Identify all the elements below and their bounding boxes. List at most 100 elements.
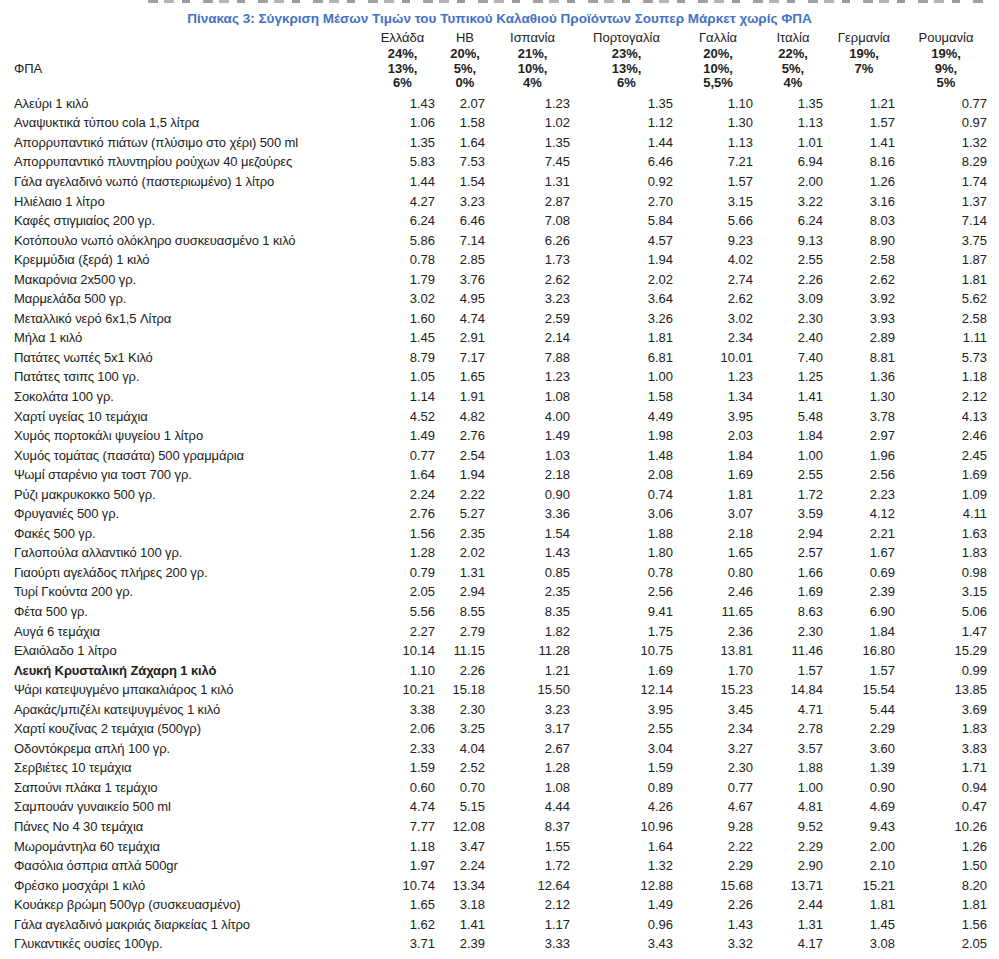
price-value: 5.83 [365, 152, 440, 172]
country-header: Ρουμανία [900, 29, 992, 47]
price-value: 2.26 [440, 661, 490, 681]
price-value: 6.26 [490, 231, 575, 251]
price-value: 1.97 [365, 856, 440, 876]
product-name: Αυγά 6 τεμάχια [14, 622, 365, 642]
price-value: 2.06 [365, 719, 440, 739]
vat-rate-line: 5,5% [678, 76, 758, 91]
price-value: 7.17 [440, 348, 490, 368]
price-value: 16.80 [828, 641, 900, 661]
price-value: 1.67 [828, 543, 900, 563]
price-value: 1.18 [900, 367, 992, 387]
price-value: 15.54 [828, 680, 900, 700]
price-value: 2.87 [490, 192, 575, 212]
product-name: Γάλα αγελαδινό νωπό (παστεριωμένο) 1 λίτ… [14, 172, 365, 192]
price-value: 2.30 [758, 622, 828, 642]
price-value: 1.23 [490, 367, 575, 387]
price-value: 1.65 [365, 895, 440, 915]
price-value: 1.94 [575, 250, 678, 270]
price-value: 1.81 [575, 328, 678, 348]
price-value: 1.71 [900, 758, 992, 778]
price-value: 3.92 [828, 289, 900, 309]
vat-rate-line: 21%, [490, 47, 575, 62]
price-value: 7.08 [490, 211, 575, 231]
price-value: 1.34 [678, 387, 758, 407]
country-header: ΗΒ [440, 29, 490, 47]
price-value: 1.28 [365, 543, 440, 563]
product-name: Λευκή Κρυσταλική Ζάχαρη 1 κιλό [14, 661, 365, 681]
price-value: 4.17 [758, 934, 828, 954]
price-value: 0.77 [900, 94, 992, 114]
price-value: 2.27 [365, 622, 440, 642]
price-value: 8.37 [490, 817, 575, 837]
vat-rate-cell: 19%,7% [828, 47, 900, 91]
price-value: 2.91 [440, 328, 490, 348]
price-value: 2.46 [678, 582, 758, 602]
product-name: Κοτόπουλο νωπό ολόκληρο συσκευασμένο 1 κ… [14, 231, 365, 251]
price-value: 1.81 [900, 895, 992, 915]
price-value: 10.14 [365, 641, 440, 661]
price-value: 1.26 [828, 172, 900, 192]
price-value: 1.57 [828, 661, 900, 681]
price-value: 1.84 [678, 446, 758, 466]
price-value: 1.83 [900, 543, 992, 563]
price-value: 3.43 [575, 934, 678, 954]
price-value: 2.35 [490, 582, 575, 602]
price-value: 0.89 [575, 778, 678, 798]
price-value: 2.30 [678, 758, 758, 778]
country-header: Πορτογαλία [575, 29, 678, 47]
table-row: Οδοντόκρεμα απλή 100 γρ.2.334.042.673.04… [14, 739, 992, 759]
price-value: 3.06 [575, 504, 678, 524]
price-value: 1.11 [900, 328, 992, 348]
price-value: 3.23 [490, 700, 575, 720]
price-value: 0.80 [678, 563, 758, 583]
price-value: 2.78 [758, 719, 828, 739]
price-value: 1.69 [678, 465, 758, 485]
price-value: 2.56 [828, 465, 900, 485]
price-value: 1.88 [758, 758, 828, 778]
price-value: 1.79 [365, 270, 440, 290]
price-value: 2.18 [490, 465, 575, 485]
price-value: 0.98 [900, 563, 992, 583]
price-value: 3.09 [758, 289, 828, 309]
price-value: 2.30 [440, 700, 490, 720]
price-value: 3.57 [758, 739, 828, 759]
price-value: 0.79 [365, 563, 440, 583]
product-name: Χυμός πορτοκάλι ψυγείου 1 λίτρο [14, 426, 365, 446]
price-value: 0.99 [900, 661, 992, 681]
product-name: Χυμός τομάτας (πασάτα) 500 γραμμάρια [14, 446, 365, 466]
price-value: 2.35 [440, 524, 490, 544]
price-value: 4.02 [678, 250, 758, 270]
price-value: 1.36 [828, 367, 900, 387]
price-value: 2.26 [678, 895, 758, 915]
price-value: 2.24 [365, 485, 440, 505]
price-value: 1.63 [900, 524, 992, 544]
price-value: 1.44 [365, 172, 440, 192]
price-value: 2.05 [900, 934, 992, 954]
table-row: Γαλοπούλα αλλαντικό 100 γρ.1.282.021.431… [14, 543, 992, 563]
price-value: 1.13 [758, 113, 828, 133]
price-value: 6.94 [758, 152, 828, 172]
price-value: 5.27 [440, 504, 490, 524]
price-value: 3.17 [490, 719, 575, 739]
price-value: 2.39 [828, 582, 900, 602]
product-name: Σοκολάτα 100 γρ. [14, 387, 365, 407]
price-value: 10.21 [365, 680, 440, 700]
vat-rate-line: 13%, [365, 62, 440, 77]
price-value: 2.94 [440, 582, 490, 602]
price-value: 2.58 [900, 309, 992, 329]
table-row: Κουάκερ βρώμη 500γρ (συσκευασμένο)1.653.… [14, 895, 992, 915]
price-value: 1.59 [365, 758, 440, 778]
price-value: 3.76 [440, 270, 490, 290]
price-value: 3.23 [490, 289, 575, 309]
price-value: 2.22 [440, 485, 490, 505]
price-value: 0.94 [900, 778, 992, 798]
price-value: 1.05 [365, 367, 440, 387]
price-value: 1.06 [365, 113, 440, 133]
price-value: 7.40 [758, 348, 828, 368]
price-value: 3.08 [828, 934, 900, 954]
price-value: 2.24 [440, 856, 490, 876]
table-row: Απορρυπαντικό πλυντηρίου ρούχων 40 μεζού… [14, 152, 992, 172]
product-name: Κουάκερ βρώμη 500γρ (συσκευασμένο) [14, 895, 365, 915]
vat-rate-line: 0% [440, 76, 490, 91]
price-value: 3.27 [678, 739, 758, 759]
